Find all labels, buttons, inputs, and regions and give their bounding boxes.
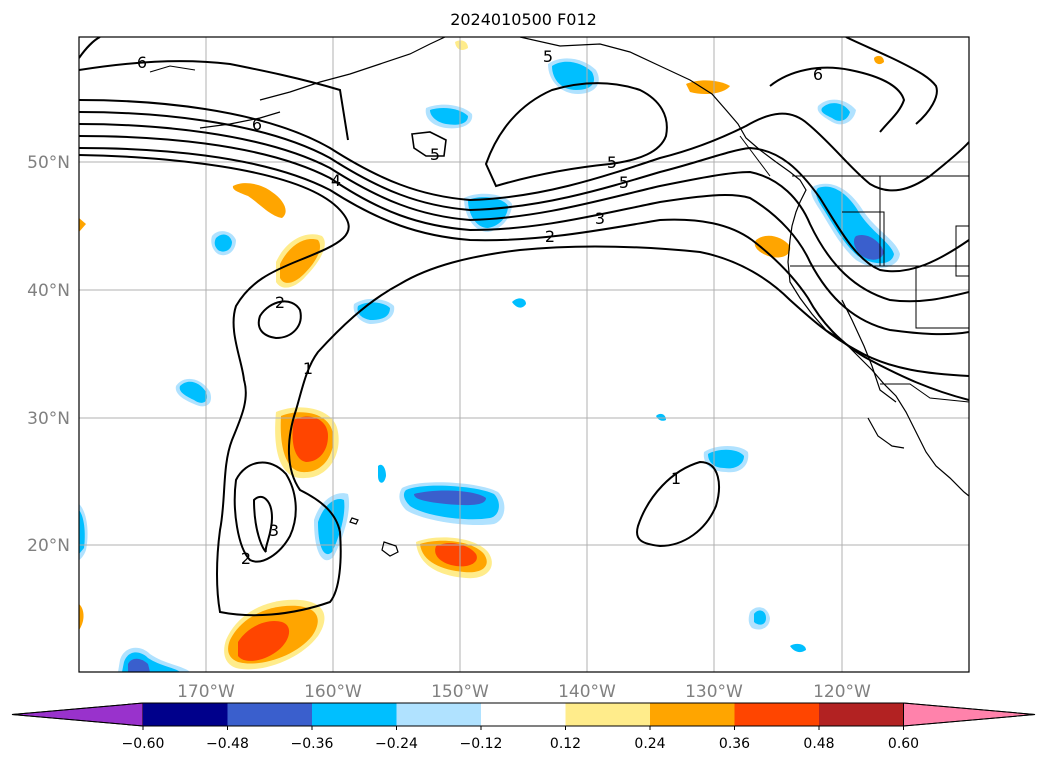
colorbar-tick-label: −0.36 bbox=[291, 736, 334, 752]
contour-label: 6 bbox=[813, 65, 823, 84]
contour-label: 5 bbox=[619, 173, 629, 192]
colorbar-tick-label: −0.12 bbox=[460, 736, 503, 752]
colorbar-segment bbox=[143, 703, 228, 726]
positive-anomaly-blob bbox=[79, 604, 84, 630]
contour-labels: 6 6 6 5 5 5 5 4 3 2 2 2 1 1 3 bbox=[137, 47, 823, 568]
colorbar-segment bbox=[650, 703, 735, 726]
negative-anomaly-blob bbox=[430, 108, 468, 125]
negative-anomaly-blob bbox=[708, 449, 744, 469]
longitude-labels: 170°W 160°W 150°W 140°W 130°W 120°W bbox=[177, 682, 871, 702]
positive-anomaly-blob bbox=[276, 234, 325, 288]
colorbar-tick-label: −0.48 bbox=[206, 736, 249, 752]
graticule bbox=[79, 37, 969, 672]
negative-anomaly-blob bbox=[79, 510, 85, 554]
negative-anomaly-blob bbox=[821, 103, 850, 121]
lat-label: 50°N bbox=[27, 153, 70, 173]
colorbar-extend-high bbox=[903, 702, 1036, 727]
colorbar-tick-label: 0.60 bbox=[888, 736, 919, 752]
negative-anomaly-blob bbox=[214, 234, 232, 252]
contour-label: 5 bbox=[607, 153, 617, 172]
contour-label: 3 bbox=[269, 521, 279, 540]
contour-label: 5 bbox=[543, 47, 553, 66]
negative-anomaly-blob bbox=[179, 381, 208, 403]
lon-label: 170°W bbox=[177, 682, 235, 702]
contour-lines bbox=[79, 37, 969, 617]
positive-anomaly-blob bbox=[754, 235, 791, 258]
positive-anomaly-blob bbox=[232, 183, 286, 218]
negative-anomaly-blob bbox=[656, 413, 666, 421]
contour-label: 4 bbox=[331, 171, 341, 190]
lat-label: 40°N bbox=[27, 281, 70, 301]
lon-label: 130°W bbox=[685, 682, 743, 702]
lon-label: 160°W bbox=[304, 682, 362, 702]
colorbar-segment bbox=[312, 703, 397, 726]
negative-anomaly-blob bbox=[318, 498, 345, 555]
map-frame bbox=[78, 36, 970, 673]
colorbar-segment bbox=[734, 703, 820, 726]
negative-anomaly-blob bbox=[512, 298, 526, 308]
colorbar-tick-label: 0.12 bbox=[550, 736, 581, 752]
colorbar-segment bbox=[396, 703, 482, 726]
positive-anomaly-blob bbox=[224, 599, 325, 670]
shaded-anomalies bbox=[79, 40, 900, 672]
latitude-labels: 50°N 40°N 30°N 20°N bbox=[27, 153, 70, 556]
map-title: 2024010500 F012 bbox=[450, 10, 597, 29]
positive-anomaly-blob bbox=[416, 537, 492, 579]
colorbar-tick-label: 0.48 bbox=[803, 736, 834, 752]
negative-anomaly-blob bbox=[118, 647, 190, 672]
contour-label: 2 bbox=[241, 549, 251, 568]
negative-anomaly-blob bbox=[399, 482, 505, 526]
contour-label: 3 bbox=[595, 209, 605, 228]
colorbar: −0.60 −0.48 −0.36 −0.24 −0.12 0.12 0.24 0.36 0.4… bbox=[11, 702, 1036, 752]
contour-label: 6 bbox=[252, 115, 262, 134]
political-borders bbox=[739, 135, 969, 403]
colorbar-extend-low bbox=[11, 702, 144, 727]
colorbar-tick-label: 0.36 bbox=[719, 736, 750, 752]
colorbar-segment bbox=[227, 703, 313, 726]
contour-label: 5 bbox=[430, 145, 440, 164]
lat-label: 30°N bbox=[27, 409, 70, 429]
lon-label: 150°W bbox=[431, 682, 489, 702]
negative-anomaly-blob bbox=[811, 183, 900, 268]
negative-anomaly-blob bbox=[754, 610, 766, 625]
lon-label: 120°W bbox=[813, 682, 871, 702]
colorbar-segment bbox=[481, 703, 566, 726]
contour-label: 1 bbox=[303, 359, 313, 378]
contour-label: 2 bbox=[545, 227, 555, 246]
lon-label: 140°W bbox=[558, 682, 616, 702]
colorbar-segment bbox=[565, 703, 651, 726]
positive-anomaly-blob bbox=[455, 40, 468, 50]
lat-label: 20°N bbox=[27, 536, 70, 556]
negative-anomaly-blob bbox=[378, 464, 386, 483]
colorbar-tick-label: −0.60 bbox=[122, 736, 165, 752]
contour-label: 6 bbox=[137, 53, 147, 72]
positive-anomaly-blob bbox=[874, 55, 884, 65]
contour-label: 1 bbox=[671, 469, 681, 488]
positive-anomaly-blob bbox=[79, 218, 86, 232]
colorbar-tick-label: 0.24 bbox=[634, 736, 665, 752]
negative-anomaly-blob bbox=[790, 643, 806, 653]
colorbar-tick-label: −0.24 bbox=[375, 736, 418, 752]
colorbar-segment bbox=[819, 703, 904, 726]
contour-label: 2 bbox=[275, 293, 285, 312]
